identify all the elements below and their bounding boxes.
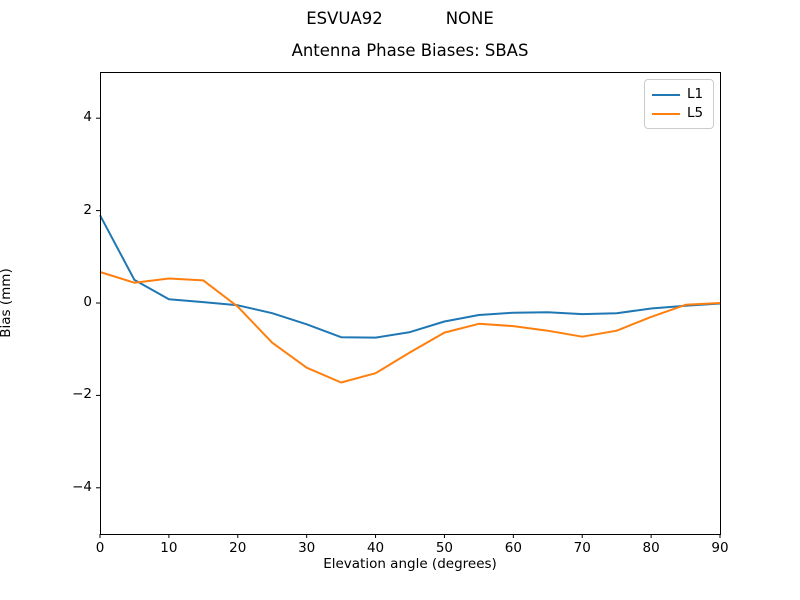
y-tick-label: 2 xyxy=(83,201,92,218)
legend-entry-l1: L1 xyxy=(652,85,705,104)
x-tick-label: 40 xyxy=(366,540,385,556)
x-tick-label: 90 xyxy=(711,540,729,556)
l1-line-sample xyxy=(652,93,680,96)
y-tick-label: −2 xyxy=(72,386,92,403)
x-tick-label: 60 xyxy=(504,540,522,556)
x-tick-label: 0 xyxy=(95,540,105,556)
legend-label-l5: L5 xyxy=(687,105,704,121)
tick-marks xyxy=(96,117,721,538)
l5-line-sample xyxy=(652,112,680,115)
l1-series-line xyxy=(99,214,721,339)
plot-area xyxy=(96,72,721,538)
legend-label-l1: L1 xyxy=(687,86,704,102)
y-axis-label: Bias (mm) xyxy=(0,268,14,338)
x-tick-label: 70 xyxy=(573,540,591,556)
x-tick-label: 80 xyxy=(642,540,660,556)
x-tick-label: 50 xyxy=(435,540,454,556)
y-tick-label: 0 xyxy=(83,294,92,310)
x-tick-label: 10 xyxy=(160,540,178,556)
y-tick-label: −4 xyxy=(72,478,92,495)
axes-frame xyxy=(100,72,721,535)
legend: L1 L5 xyxy=(644,79,714,129)
axes-title: Antenna Phase Biases: SBAS xyxy=(291,41,529,60)
y-tick-label: 4 xyxy=(83,109,92,126)
legend-entry-l5: L5 xyxy=(652,104,705,123)
figure-suptitle: ESVUA92 NONE xyxy=(306,9,494,28)
x-tick-label: 30 xyxy=(298,540,316,556)
l5-series-line xyxy=(99,271,721,384)
x-axis-label: Elevation angle (degrees) xyxy=(323,556,497,572)
x-tick-label: 20 xyxy=(229,540,247,556)
